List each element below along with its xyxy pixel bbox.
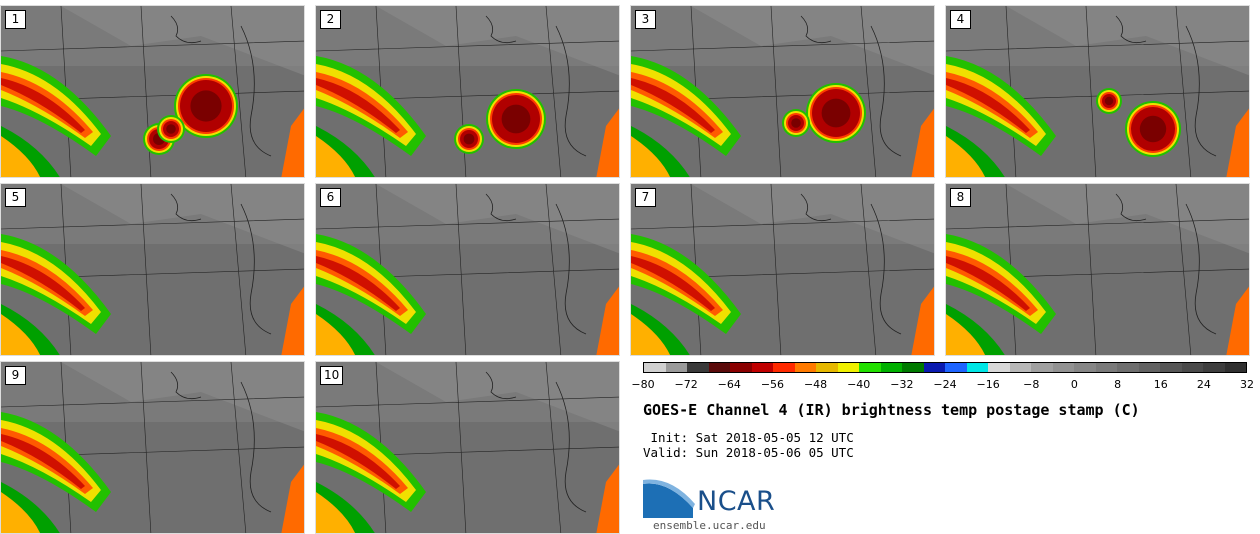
logo-text: NCAR bbox=[697, 486, 776, 517]
colorbar-tick-label: 8 bbox=[1114, 378, 1122, 391]
postage-stamp-panel: 8 bbox=[945, 183, 1250, 356]
ir-satellite-map bbox=[631, 6, 934, 177]
panel-number-label: 5 bbox=[5, 188, 26, 207]
colorbar-swatch bbox=[794, 363, 816, 372]
colorbar-tick-label: −48 bbox=[803, 378, 828, 391]
colorbar-swatch bbox=[687, 363, 709, 372]
colorbar-swatch bbox=[730, 363, 752, 372]
colorbar-tick-label: 0 bbox=[1070, 378, 1078, 391]
ir-satellite-map bbox=[316, 184, 619, 355]
panel-number-label: 10 bbox=[320, 366, 344, 385]
panel-number-label: 3 bbox=[635, 10, 656, 29]
colorbar-swatch bbox=[1138, 363, 1160, 372]
ir-satellite-map bbox=[316, 6, 619, 177]
colorbar-tick-label: 32 bbox=[1240, 378, 1254, 391]
colorbar-tick-label: 16 bbox=[1153, 378, 1168, 391]
colorbar-swatch bbox=[1074, 363, 1096, 372]
site-url: ensemble.ucar.edu bbox=[653, 519, 766, 532]
colorbar-swatch bbox=[773, 363, 795, 372]
colorbar-swatch bbox=[880, 363, 902, 372]
postage-stamp-panel: 7 bbox=[630, 183, 935, 356]
panel-number-label: 6 bbox=[320, 188, 341, 207]
colorbar-swatch bbox=[1203, 363, 1225, 372]
ir-satellite-map bbox=[631, 184, 934, 355]
colorbar-swatch bbox=[1095, 363, 1117, 372]
colorbar-tick-label: −16 bbox=[976, 378, 1000, 391]
postage-stamp-panel: 1 bbox=[0, 5, 305, 178]
valid-time: Valid: Sun 2018-05-06 05 UTC bbox=[643, 445, 854, 460]
colorbar-tick-label: −32 bbox=[890, 378, 914, 391]
colorbar-swatch bbox=[644, 363, 666, 372]
ir-satellite-map bbox=[1, 6, 304, 177]
colorbar-swatch bbox=[1224, 363, 1246, 372]
colorbar-swatch bbox=[751, 363, 773, 372]
colorbar-swatch bbox=[708, 363, 730, 372]
postage-stamp-panel: 4 bbox=[945, 5, 1250, 178]
panel-number-label: 4 bbox=[950, 10, 971, 29]
ncar-logo-icon bbox=[643, 479, 695, 518]
figure-title: GOES-E Channel 4 (IR) brightness temp po… bbox=[643, 401, 1140, 419]
colorbar-swatch bbox=[1031, 363, 1053, 372]
colorbar-swatch bbox=[1160, 363, 1182, 372]
colorbar-tick-label: −64 bbox=[717, 378, 741, 391]
colorbar-ticks: −80 −72 −64 −56 −48 −40 −32 −24 −16 −8 0 8 16 24 32 bbox=[631, 378, 1254, 392]
colorbar-tick-label: −24 bbox=[933, 378, 957, 391]
colorbar bbox=[643, 362, 1247, 373]
colorbar-swatch bbox=[923, 363, 945, 372]
postage-stamp-panel: 2 bbox=[315, 5, 620, 178]
postage-stamp-panel: 10 bbox=[315, 361, 620, 534]
panel-number-label: 1 bbox=[5, 10, 26, 29]
postage-stamp-panel: 9 bbox=[0, 361, 305, 534]
ir-satellite-map bbox=[946, 6, 1249, 177]
colorbar-tick-label: −56 bbox=[760, 378, 785, 391]
ir-satellite-map bbox=[1, 184, 304, 355]
colorbar-swatch bbox=[988, 363, 1010, 372]
colorbar-tick-label: 24 bbox=[1196, 378, 1211, 391]
colorbar-swatch bbox=[1009, 363, 1031, 372]
colorbar-swatch bbox=[837, 363, 859, 372]
colorbar-swatch bbox=[902, 363, 924, 372]
panel-number-label: 7 bbox=[635, 188, 656, 207]
colorbar-swatch bbox=[1052, 363, 1074, 372]
colorbar-tick-label: −80 bbox=[631, 378, 655, 391]
postage-stamp-panel: 6 bbox=[315, 183, 620, 356]
ir-satellite-map bbox=[1, 362, 304, 533]
colorbar-swatch bbox=[859, 363, 881, 372]
colorbar-tick-label: −40 bbox=[847, 378, 871, 391]
colorbar-tick-label: −72 bbox=[674, 378, 698, 391]
colorbar-tick-label: −8 bbox=[1023, 378, 1040, 391]
colorbar-swatch bbox=[1181, 363, 1203, 372]
colorbar-swatch bbox=[1117, 363, 1139, 372]
ir-satellite-map bbox=[946, 184, 1249, 355]
colorbar-swatch bbox=[665, 363, 687, 372]
panel-number-label: 9 bbox=[5, 366, 26, 385]
colorbar-swatch bbox=[816, 363, 838, 372]
postage-stamp-panel: 5 bbox=[0, 183, 305, 356]
ir-satellite-map bbox=[316, 362, 619, 533]
panel-number-label: 8 bbox=[950, 188, 971, 207]
colorbar-swatch bbox=[966, 363, 988, 372]
postage-stamp-panel: 3 bbox=[630, 5, 935, 178]
init-time: Init: Sat 2018-05-05 12 UTC bbox=[643, 430, 854, 445]
colorbar-swatch bbox=[945, 363, 967, 372]
panel-number-label: 2 bbox=[320, 10, 341, 29]
